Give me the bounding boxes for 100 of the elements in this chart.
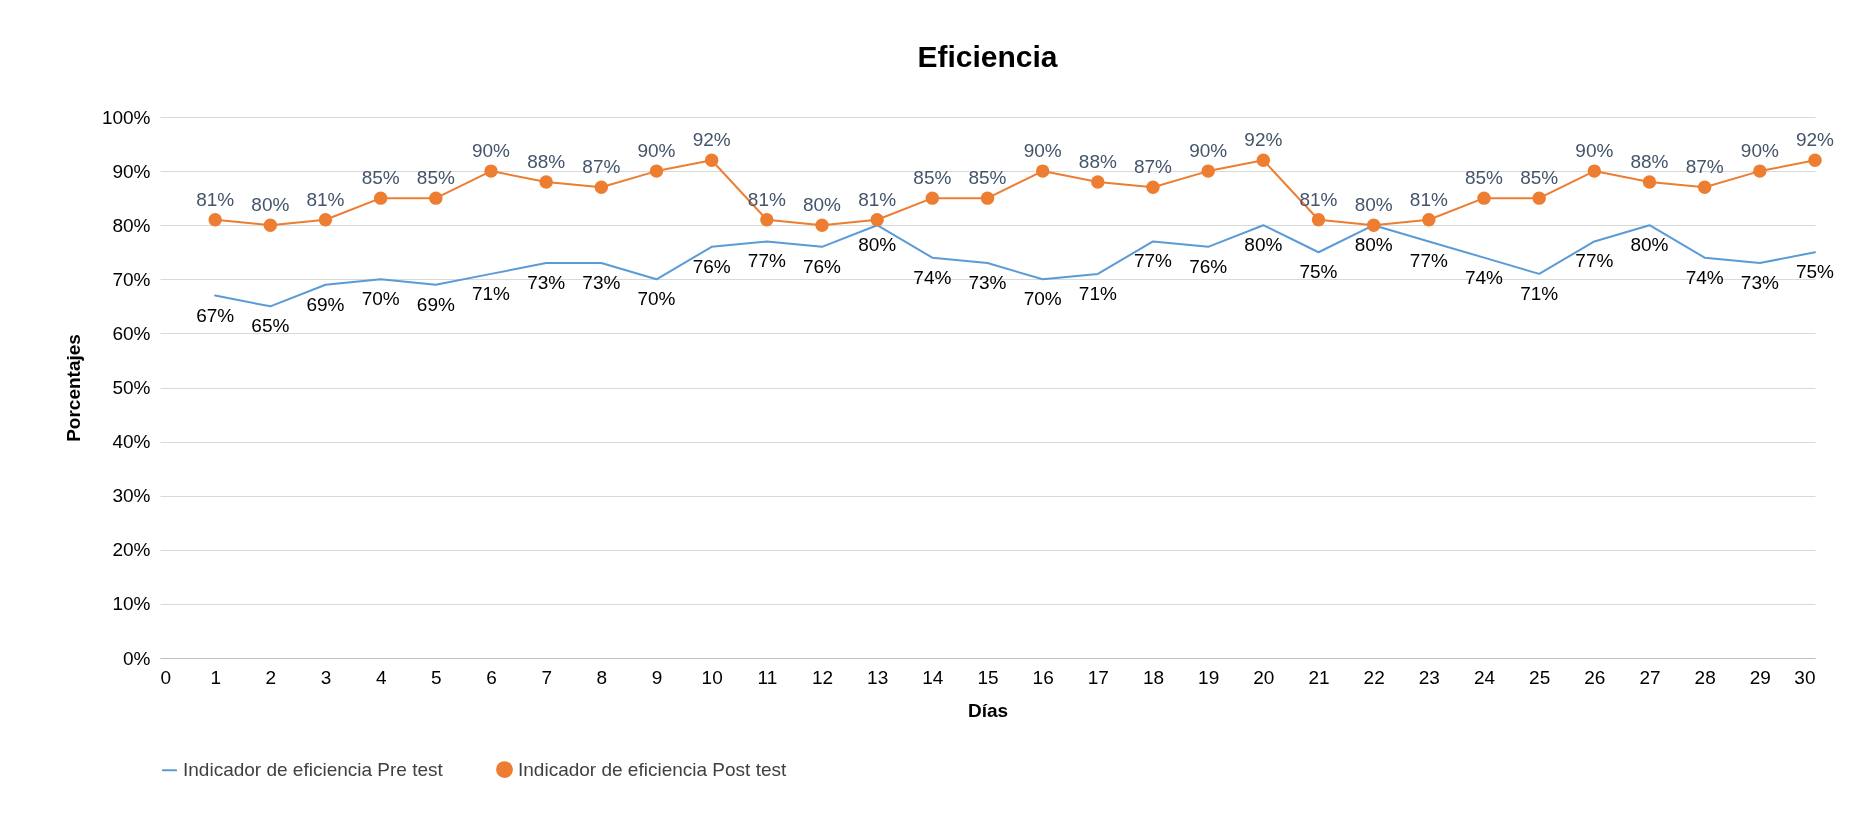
data-label: 80% — [802, 194, 842, 216]
y-tick-label: 100% — [101, 106, 151, 128]
x-tick-label: 30 — [1794, 666, 1816, 688]
y-tick-label: 70% — [112, 268, 151, 290]
x-tick-label: 6 — [486, 666, 497, 688]
x-tick-label: 1 — [210, 666, 221, 688]
y-axis-title: Porcentajes — [62, 334, 84, 442]
x-tick-label: 28 — [1694, 666, 1716, 688]
x-tick-label: 0 — [160, 666, 172, 688]
point — [1532, 191, 1546, 205]
point — [925, 191, 940, 205]
data-label: 70% — [1023, 288, 1062, 310]
point — [760, 213, 774, 227]
data-label: 77% — [747, 250, 786, 272]
point — [1201, 164, 1215, 178]
data-label: 73% — [527, 272, 566, 294]
x-tick-label: 4 — [375, 666, 387, 688]
data-label: 71% — [471, 282, 511, 304]
data-label: 74% — [913, 266, 952, 288]
data-label: 85% — [1464, 167, 1504, 189]
x-tick-label: 10 — [701, 666, 723, 688]
point — [373, 191, 388, 205]
y-tick-label: 30% — [112, 485, 151, 507]
chart-title: Eficiencia — [917, 40, 1058, 73]
x-tick-label: 20 — [1253, 666, 1275, 688]
point — [1091, 175, 1105, 189]
x-tick-label: 24 — [1473, 666, 1496, 688]
x-tick-label: 13 — [867, 666, 889, 688]
x-tick-label: 9 — [651, 666, 663, 688]
data-label: 92% — [1244, 129, 1283, 151]
point — [649, 164, 664, 178]
point — [539, 175, 553, 189]
x-tick-label: 15 — [977, 666, 999, 688]
data-label: 90% — [637, 140, 676, 162]
y-tick-label: 50% — [112, 377, 151, 398]
point — [1035, 164, 1050, 178]
point — [1146, 180, 1160, 195]
data-label: 90% — [1740, 140, 1779, 162]
point — [1587, 164, 1602, 178]
data-label: 75% — [1299, 261, 1338, 283]
data-label: 73% — [1740, 272, 1779, 294]
data-label: 81% — [858, 188, 897, 210]
x-axis-title: Días — [967, 699, 1009, 721]
data-label: 81% — [1299, 188, 1338, 210]
data-label: 81% — [196, 188, 235, 210]
y-tick-label: 10% — [112, 593, 151, 615]
point — [1753, 164, 1767, 178]
x-tick-label: 22 — [1363, 666, 1385, 688]
data-label: 80% — [1630, 234, 1669, 256]
data-label: 70% — [361, 288, 400, 310]
legend-label: Indicador de eficiencia Post test — [518, 758, 787, 780]
data-label: 74% — [1464, 266, 1504, 288]
data-label: 71% — [1520, 282, 1559, 304]
data-label: 90% — [471, 140, 511, 162]
data-label: 88% — [527, 150, 566, 172]
x-tick-label: 16 — [1032, 666, 1054, 688]
data-label: 67% — [196, 304, 235, 326]
point — [870, 213, 884, 227]
data-label: 81% — [747, 188, 786, 210]
data-label: 65% — [251, 315, 290, 337]
data-label: 90% — [1023, 140, 1062, 162]
x-tick-label: 8 — [596, 666, 608, 688]
data-label: 77% — [1575, 250, 1614, 272]
data-label: 85% — [968, 167, 1007, 189]
data-label: 77% — [1409, 250, 1448, 272]
x-tick-label: 14 — [922, 666, 944, 688]
data-label: 76% — [1189, 255, 1228, 277]
x-tick-label: 17 — [1087, 666, 1109, 688]
y-tick-label: 20% — [112, 539, 151, 561]
data-label: 85% — [1520, 167, 1559, 189]
data-label: 80% — [1354, 234, 1393, 256]
data-label: 87% — [1133, 156, 1173, 178]
point — [429, 191, 443, 205]
x-tick-label: 12 — [811, 666, 834, 688]
data-label: 81% — [306, 188, 345, 210]
data-label: 87% — [1685, 156, 1724, 178]
point — [980, 191, 995, 205]
x-tick-label: 29 — [1749, 666, 1771, 688]
point — [815, 218, 829, 232]
y-tick-label: 90% — [112, 160, 151, 182]
data-label: 80% — [858, 234, 897, 256]
data-label: 81% — [1409, 188, 1448, 210]
data-label: 74% — [1685, 266, 1724, 288]
point — [594, 180, 609, 195]
data-label: 76% — [802, 255, 842, 277]
data-label: 69% — [306, 293, 345, 315]
x-tick-label: 18 — [1142, 666, 1165, 688]
x-tick-label: 19 — [1198, 666, 1220, 688]
legend-label: Indicador de eficiencia Pre test — [183, 759, 444, 781]
data-label: 75% — [1795, 261, 1835, 283]
point — [1311, 213, 1326, 227]
x-tick-label: 27 — [1639, 666, 1661, 688]
x-tick-label: 25 — [1529, 666, 1551, 688]
x-tick-label: 5 — [431, 666, 442, 688]
x-tick-label: 26 — [1584, 666, 1606, 688]
data-label: 90% — [1189, 140, 1228, 162]
point — [1642, 175, 1657, 189]
data-label: 85% — [913, 167, 952, 189]
y-tick-label: 60% — [112, 322, 151, 344]
x-tick-label: 3 — [320, 666, 332, 688]
